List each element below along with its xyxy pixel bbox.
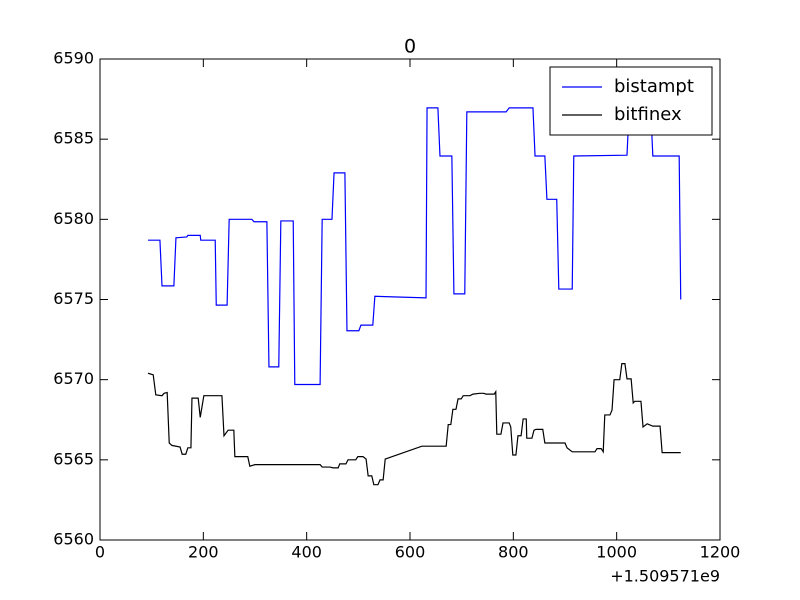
x-tick-label: 0 xyxy=(95,543,105,562)
x-tick-label: 1200 xyxy=(700,543,741,562)
legend-label: bistampt xyxy=(614,76,694,97)
y-tick-label: 6590 xyxy=(53,49,94,68)
legend-box xyxy=(549,66,713,136)
x-tick-label: 600 xyxy=(395,543,426,562)
y-tick-label: 6585 xyxy=(53,129,94,148)
data-line xyxy=(148,107,682,386)
data-line xyxy=(147,363,681,486)
x-tick-label: 1000 xyxy=(596,543,637,562)
chart-title: 0 xyxy=(404,36,416,58)
x-tick-label: 200 xyxy=(188,543,219,562)
y-tick-label: 6565 xyxy=(53,449,94,468)
y-tick-label: 6575 xyxy=(53,289,94,308)
x-tick-label: 800 xyxy=(498,543,529,562)
y-tick-label: 6580 xyxy=(53,209,94,228)
y-tick-label: 6560 xyxy=(53,530,94,549)
x-offset-label: +1.509571e9 xyxy=(610,567,720,586)
x-tick-label: 400 xyxy=(291,543,322,562)
legend-label: bitfinex xyxy=(614,104,682,125)
y-tick-label: 6570 xyxy=(53,369,94,388)
